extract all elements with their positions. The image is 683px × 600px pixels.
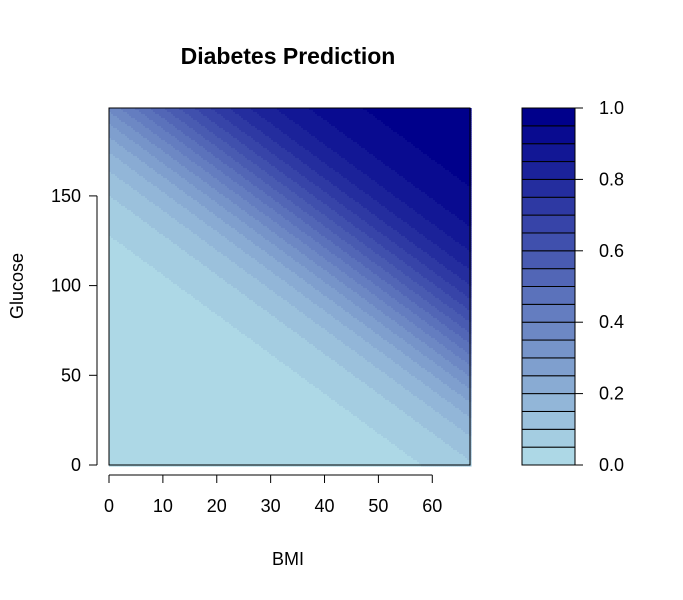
contour-fills [109, 108, 472, 467]
chart-title: Diabetes Prediction [181, 43, 396, 69]
